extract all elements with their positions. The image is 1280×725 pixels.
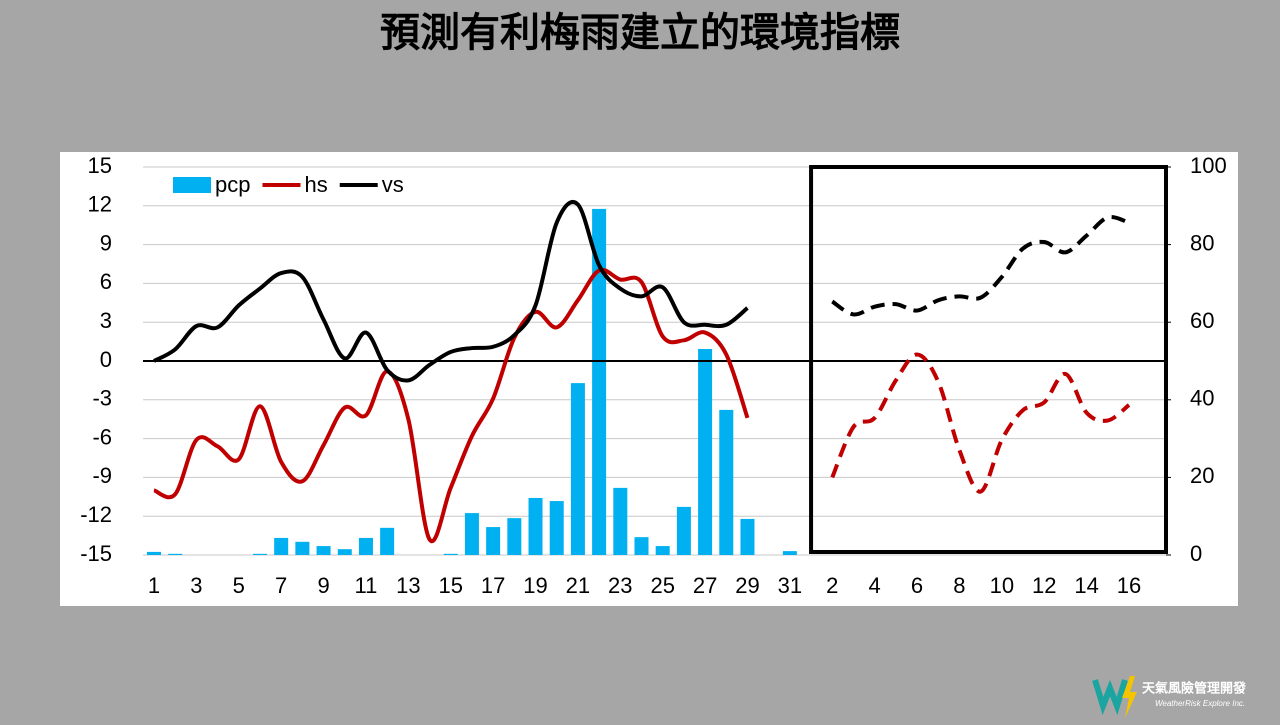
- x-tick-label: 7: [275, 573, 287, 598]
- x-tick-label: 12: [1032, 573, 1056, 598]
- bar: [592, 208, 607, 556]
- bar: [443, 553, 458, 555]
- x-tick-label: 15: [438, 573, 462, 598]
- bar: [252, 553, 267, 555]
- y-tick-label: 9: [100, 230, 112, 255]
- x-tick-label: 4: [869, 573, 881, 598]
- bar: [147, 551, 161, 555]
- bar: [486, 527, 501, 555]
- y2-tick-label: 0: [1190, 541, 1202, 566]
- logo-name: 天氣風險管理開發: [1142, 680, 1246, 695]
- line-hs: [830, 352, 1131, 494]
- x-tick-label: 6: [911, 573, 923, 598]
- bar: [358, 537, 373, 555]
- bar: [337, 549, 352, 555]
- logo-mark: [1092, 679, 1128, 716]
- bar: [782, 551, 797, 555]
- x-tick-label: 16: [1117, 573, 1141, 598]
- line-vs: [831, 215, 1130, 317]
- y-tick-label: 3: [100, 308, 112, 333]
- bar: [570, 383, 585, 555]
- legend-label: hs: [304, 172, 327, 197]
- x-tick-label: 27: [693, 573, 717, 598]
- bar: [613, 487, 628, 555]
- y-tick-label: -12: [80, 502, 112, 527]
- y2-tick-label: 60: [1190, 308, 1214, 333]
- x-tick-label: 1: [148, 573, 160, 598]
- y-tick-label: -15: [80, 541, 112, 566]
- x-tick-label: 2: [826, 573, 838, 598]
- x-tick-label: 5: [233, 573, 245, 598]
- x-tick-label: 17: [481, 573, 505, 598]
- x-tick-label: 11: [355, 573, 378, 598]
- bar: [380, 527, 395, 555]
- x-tick-label: 29: [735, 573, 759, 598]
- logo-tagline: WeatherRisk Explore Inc.: [1155, 699, 1245, 708]
- y2-tick-label: 100: [1190, 153, 1227, 178]
- y-tick-label: 0: [100, 347, 112, 372]
- y-tick-label: 6: [100, 269, 112, 294]
- y-tick-label: -3: [92, 386, 112, 411]
- line-vs: [153, 200, 749, 383]
- y2-tick-label: 40: [1190, 386, 1214, 411]
- x-tick-label: 8: [953, 573, 965, 598]
- forecast-box: [809, 165, 1169, 554]
- legend-swatch: [173, 177, 211, 193]
- bar: [549, 501, 564, 555]
- bar: [698, 348, 713, 555]
- x-tick-label: 13: [396, 573, 420, 598]
- y2-tick-label: 20: [1190, 463, 1214, 488]
- legend-label: pcp: [215, 172, 250, 197]
- y-tick-label: -6: [92, 424, 112, 449]
- plot-background: [60, 152, 1238, 606]
- bar: [719, 409, 734, 555]
- bar: [528, 497, 543, 555]
- x-tick-label: 3: [190, 573, 202, 598]
- bar: [464, 513, 479, 555]
- bar: [507, 518, 522, 555]
- y2-tick-label: 80: [1190, 230, 1214, 255]
- x-tick-label: 9: [317, 573, 329, 598]
- legend-label: vs: [382, 172, 404, 197]
- chart-title: 預測有利梅雨建立的環境指標: [380, 10, 900, 56]
- x-tick-label: 10: [990, 573, 1014, 598]
- x-tick-label: 23: [608, 573, 632, 598]
- bar: [676, 506, 691, 555]
- bar: [655, 546, 670, 555]
- bar: [316, 546, 331, 555]
- x-tick-label: 25: [650, 573, 674, 598]
- x-tick-label: 31: [778, 573, 802, 598]
- bar: [740, 518, 755, 555]
- x-tick-label: 21: [566, 573, 590, 598]
- bar: [274, 537, 289, 555]
- bar: [634, 537, 649, 555]
- logo-bolt: [1122, 676, 1137, 718]
- y-tick-label: -9: [92, 463, 112, 488]
- bar: [168, 553, 183, 555]
- x-tick-label: 14: [1074, 573, 1098, 598]
- y-tick-label: 12: [88, 192, 112, 217]
- x-tick-label: 19: [523, 573, 547, 598]
- logo: 天氣風險管理開發 WeatherRisk Explore Inc.: [1092, 676, 1246, 718]
- bar: [295, 541, 310, 555]
- y-tick-label: 15: [88, 153, 112, 178]
